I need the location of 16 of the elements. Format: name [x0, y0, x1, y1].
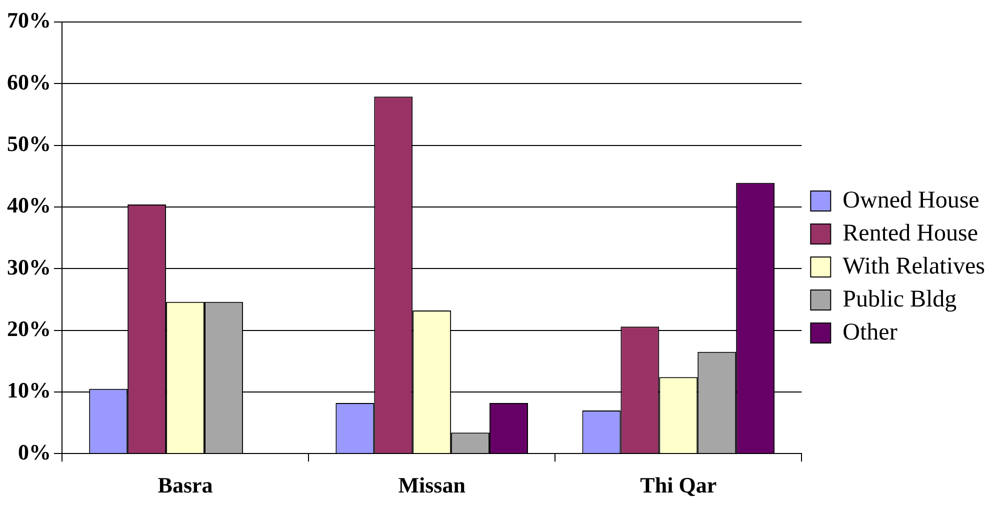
y-tick-label: 20%: [7, 316, 51, 341]
legend-label: With Relatives: [842, 253, 986, 280]
y-tick-label: 70%: [7, 8, 51, 33]
x-tick-label: Thi Qar: [640, 472, 717, 498]
legend-label: Public Bldg: [842, 286, 957, 312]
legend-label: Owned House: [842, 187, 980, 214]
legend-label: Rented House: [842, 220, 978, 246]
y-tick-label: 30%: [7, 254, 51, 280]
y-tick-label: 60%: [7, 69, 51, 94]
legend-label: Other: [842, 319, 898, 346]
y-tick-label: 40%: [7, 192, 51, 218]
x-tick-label: Basra: [158, 472, 213, 498]
x-tick-label: Missan: [398, 472, 466, 498]
y-tick-label: 50%: [7, 131, 51, 156]
y-tick-label: 10%: [7, 378, 51, 403]
y-tick-label: 0%: [18, 439, 51, 464]
